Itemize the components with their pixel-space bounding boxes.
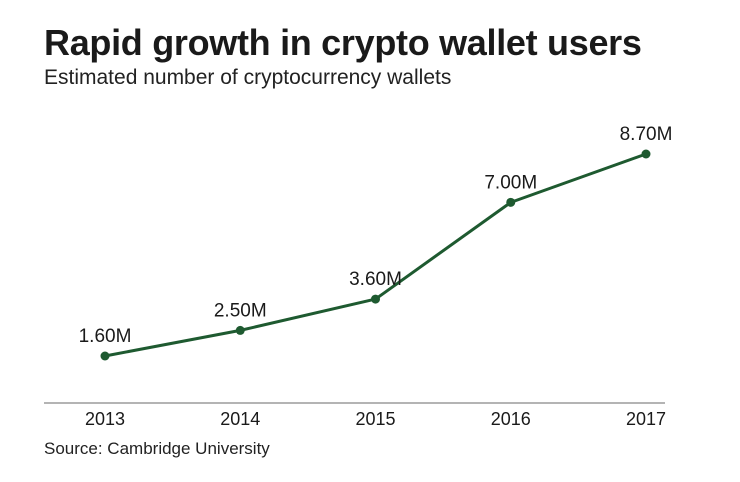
data-point xyxy=(371,294,380,304)
data-label: 3.60M xyxy=(349,269,402,290)
data-points xyxy=(100,149,651,361)
data-point xyxy=(641,149,651,159)
chart-title: Rapid growth in crypto wallet users xyxy=(44,22,642,63)
x-tick-label: 2013 xyxy=(85,409,125,429)
data-label: 2.50M xyxy=(214,300,267,321)
x-tick-label: 2015 xyxy=(355,409,395,429)
data-label: 8.70M xyxy=(620,124,673,145)
data-labels: 1.60M 2.50M 3.60M 7.00M 8.70M xyxy=(79,124,673,347)
source-note: Source: Cambridge University xyxy=(44,439,270,458)
data-label: 1.60M xyxy=(79,326,132,347)
x-tick-labels: 2013 2014 2015 2016 2017 xyxy=(85,409,666,429)
data-point xyxy=(235,325,245,335)
data-point xyxy=(506,197,516,207)
x-tick-label: 2016 xyxy=(491,409,531,429)
data-label: 7.00M xyxy=(484,172,537,193)
series-line xyxy=(104,152,647,358)
x-tick-label: 2014 xyxy=(220,409,260,429)
chart-subtitle: Estimated number of cryptocurrency walle… xyxy=(44,66,452,89)
data-point xyxy=(100,351,110,361)
x-tick-label: 2017 xyxy=(626,409,666,429)
